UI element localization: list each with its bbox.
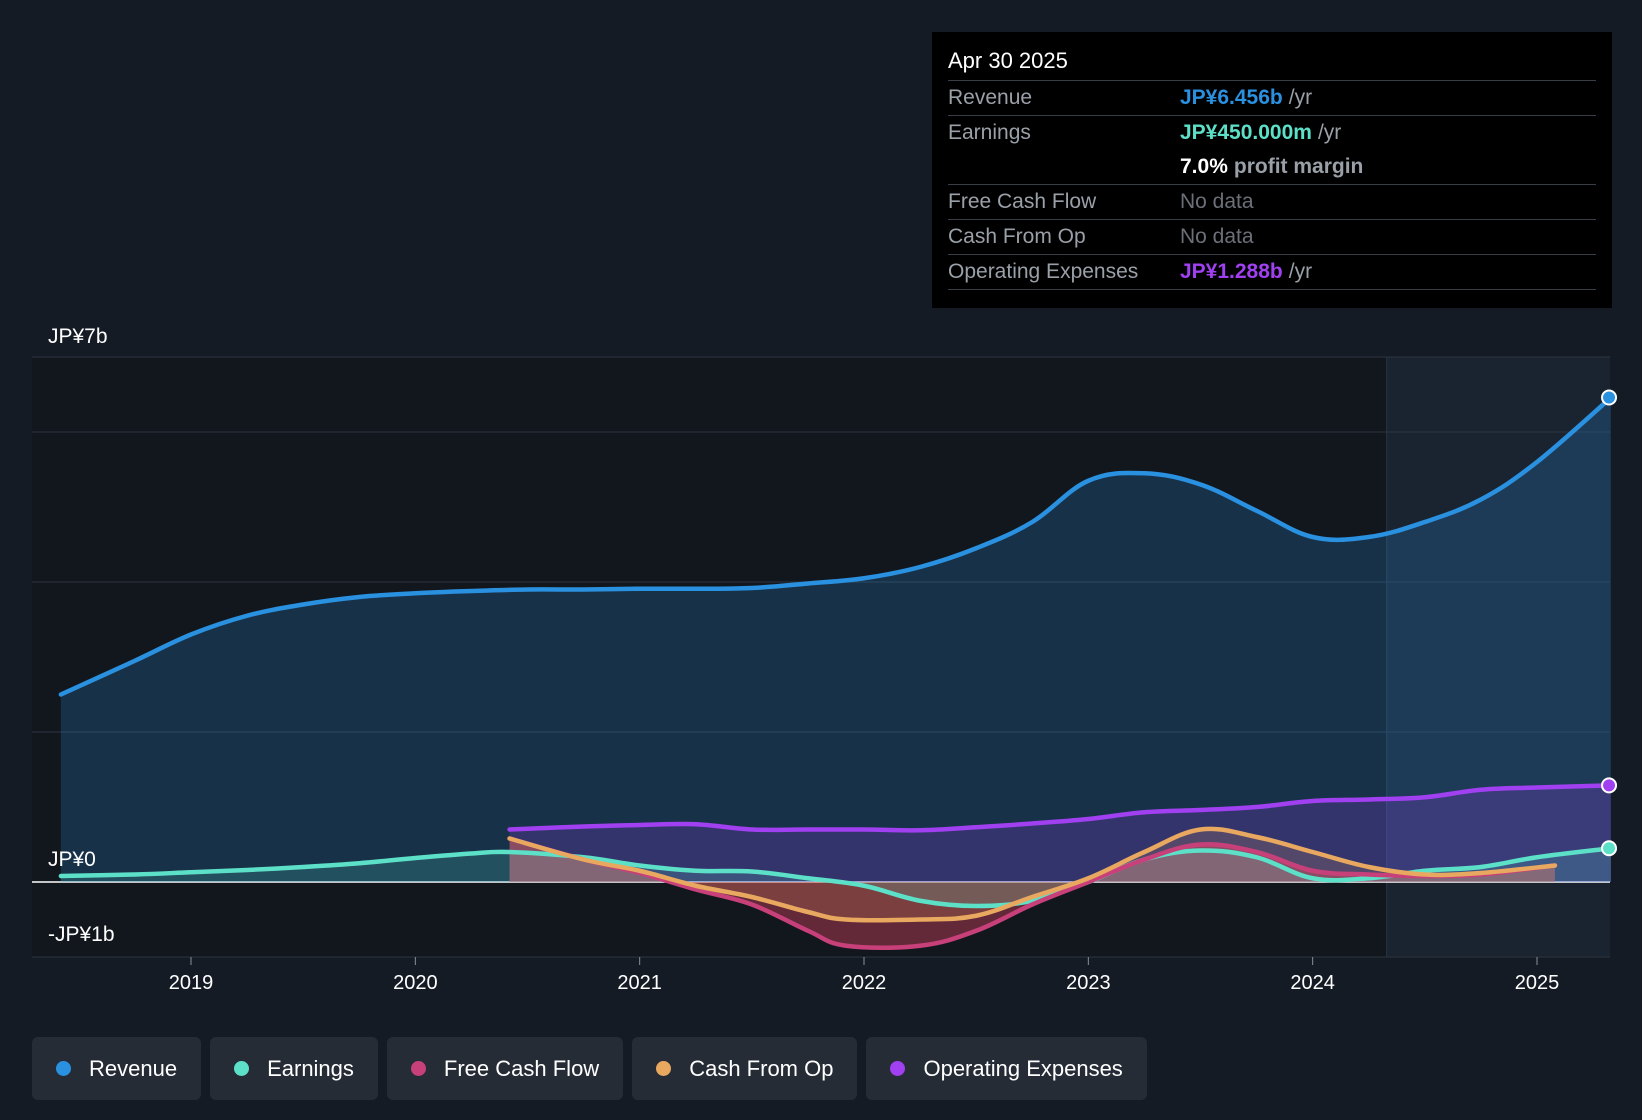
legend-item-opex[interactable]: Operating Expenses	[866, 1037, 1147, 1100]
legend-label: Operating Expenses	[923, 1055, 1123, 1081]
tooltip-value: No data	[1180, 190, 1254, 213]
fcf-line	[507, 836, 1558, 951]
opex-dot-icon	[890, 1061, 906, 1076]
x-tick-label: 2023	[1066, 972, 1111, 994]
opex-end-marker	[1601, 777, 1618, 794]
tooltip-row-opex: Operating Expenses JP¥1.288b /yr	[948, 255, 1596, 290]
tooltip-unit: /yr	[1288, 86, 1313, 109]
y-tick-label: JP¥7b	[48, 325, 108, 348]
legend-label: Free Cash Flow	[443, 1055, 600, 1081]
tooltip-label: Revenue	[948, 86, 1033, 109]
revenue-line	[58, 395, 1614, 697]
x-tick-label: 2021	[617, 972, 662, 994]
tooltip-value: JP¥6.456b	[1180, 86, 1283, 109]
tooltip-value: JP¥450.000m	[1180, 121, 1312, 144]
y-tick-label: JP¥0	[48, 848, 96, 871]
legend-label: Revenue	[89, 1055, 178, 1081]
fcf-dot-icon	[410, 1061, 426, 1076]
legend-item-cfo[interactable]: Cash From Op	[632, 1037, 858, 1100]
earnings-line	[58, 846, 1614, 909]
legend-label: Cash From Op	[689, 1055, 834, 1081]
earnings-area	[60, 848, 1612, 906]
tooltip-unit: profit margin	[1233, 155, 1364, 178]
tooltip-value: 7.0%	[1180, 155, 1228, 178]
tooltip-label: Free Cash Flow	[948, 190, 1097, 213]
tooltip-unit: /yr	[1288, 260, 1313, 283]
legend-item-earnings[interactable]: Earnings	[210, 1037, 378, 1100]
tooltip-row-margin: 7.0% profit margin	[948, 150, 1596, 185]
legend-item-fcf[interactable]: Free Cash Flow	[386, 1037, 624, 1100]
tooltip-row-cfo: Cash From Op No data	[948, 220, 1596, 255]
tooltip-row-fcf: Free Cash Flow No data	[948, 185, 1596, 220]
x-tick-label: 2020	[393, 972, 438, 994]
x-tick-label: 2025	[1515, 972, 1560, 994]
tooltip-label: Operating Expenses	[948, 260, 1139, 283]
earnings-end-marker	[1601, 840, 1618, 857]
legend-label: Earnings	[267, 1055, 354, 1081]
revenue-area	[60, 397, 1612, 882]
x-tick-label: 2019	[169, 972, 214, 994]
tooltip-panel: Apr 30 2025 Revenue JP¥6.456b /yr Earnin…	[932, 32, 1612, 308]
opex-line	[507, 783, 1614, 833]
tooltip-row-earnings: Earnings JP¥450.000m /yr	[948, 116, 1596, 150]
tooltip-unit: /yr	[1317, 121, 1342, 144]
cfo-line	[507, 826, 1558, 923]
tooltip-row-revenue: Revenue JP¥6.456b /yr	[948, 81, 1596, 116]
cfo-dot-icon	[656, 1061, 672, 1076]
legend: Revenue Earnings Free Cash Flow Cash Fro…	[32, 1037, 1147, 1100]
forecast-region	[1386, 357, 1610, 957]
legend-item-revenue[interactable]: Revenue	[32, 1037, 202, 1100]
tooltip-value: JP¥1.288b	[1180, 260, 1283, 283]
x-tick-label: 2022	[842, 972, 887, 994]
revenue-dot-icon	[56, 1061, 71, 1076]
tooltip-value: No data	[1180, 225, 1254, 248]
tooltip-date: Apr 30 2025	[948, 46, 1596, 81]
y-tick-label: -JP¥1b	[48, 923, 115, 946]
cfo-area	[509, 828, 1555, 921]
x-tick-label: 2024	[1290, 972, 1335, 994]
earnings-dot-icon	[234, 1061, 250, 1076]
revenue-end-marker	[1601, 389, 1618, 406]
tooltip-label: Earnings	[948, 121, 1031, 144]
tooltip-label: Cash From Op	[948, 225, 1086, 248]
